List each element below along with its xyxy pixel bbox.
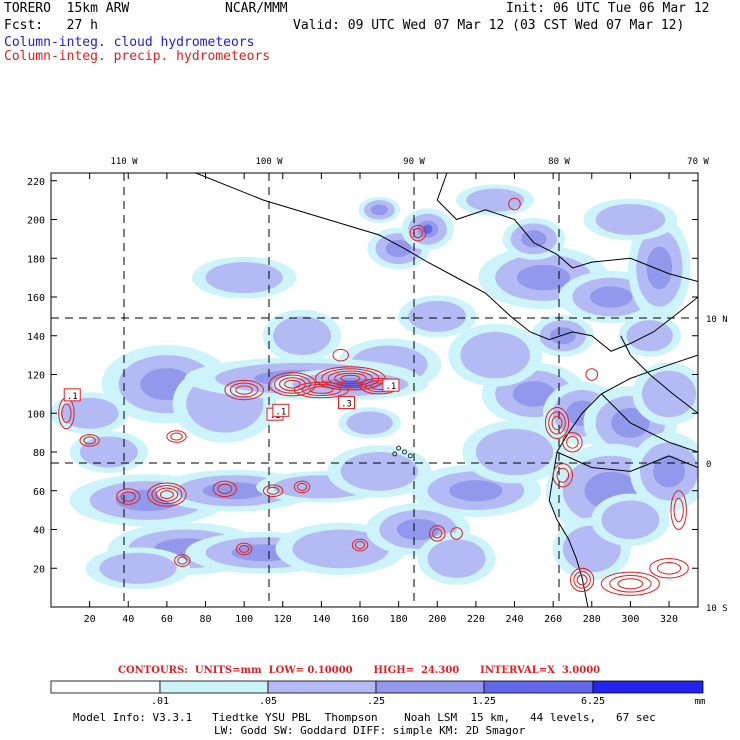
contour-label-box — [382, 378, 400, 392]
plot-frame — [50, 172, 699, 608]
colorbar-label: 6.25 — [581, 696, 605, 707]
colorbar-segment — [159, 680, 269, 694]
y-tick-label: 120 — [27, 371, 45, 382]
colorbar-segment — [267, 680, 377, 694]
contour-label: .1 — [275, 407, 286, 417]
x-tick-label: 260 — [544, 614, 562, 625]
x-tick-label: 240 — [505, 614, 523, 625]
latitude-label: 10 N — [706, 315, 728, 325]
field-precip-label: Column-integ. precip. hydrometeors — [4, 49, 271, 64]
contour-label: .1 — [67, 392, 78, 402]
colorbar-label: .01 — [151, 696, 169, 707]
y-tick-label: 160 — [27, 293, 45, 304]
contour-label-box — [337, 396, 355, 410]
contour-info: CONTOURS: UNITS=mm LOW= 0.10000 HIGH= 24… — [118, 665, 601, 676]
y-tick-label: 200 — [27, 216, 45, 227]
y-tick-label: 20 — [33, 564, 45, 575]
axes: 20 40 60 80 100 120 140 160 180 200 220 240 260 280 30… — [27, 157, 728, 625]
colorbar-segment — [483, 680, 594, 694]
y-tick-label: 60 — [33, 487, 45, 498]
x-tick-label: 20 — [84, 614, 96, 625]
x-tick-label: 140 — [312, 614, 330, 625]
model-title: TORERO 15km ARW — [4, 1, 130, 16]
x-tick-label: 200 — [428, 614, 446, 625]
x-tick-label: 280 — [583, 614, 601, 625]
x-tick-label: 60 — [161, 614, 173, 625]
latitude-label: 0 — [706, 460, 711, 470]
longitude-label: 70 W — [687, 157, 709, 167]
forecast-hour: Fcst: 27 h — [4, 18, 98, 33]
contour-label: .1 — [385, 382, 396, 392]
y-tick-label: 40 — [33, 526, 45, 537]
y-tick-label: 140 — [27, 332, 45, 343]
field-cloud-label: Column-integ. cloud hydrometeors — [4, 35, 255, 50]
x-tick-label: 220 — [467, 614, 485, 625]
x-tick-label: 100 — [235, 614, 253, 625]
contour-label: .3 — [341, 400, 352, 410]
cloud-shading — [51, 184, 698, 590]
y-tick-label: 180 — [27, 254, 45, 265]
contour-label-box — [63, 388, 81, 402]
longitude-label: 90 W — [403, 157, 425, 167]
model-info-line1: Model Info: V3.3.1 Tiedtke YSU PBL Thomp… — [73, 711, 656, 724]
x-tick-label: 180 — [390, 614, 408, 625]
precip-contours: .1.1.1.3.1 — [58, 197, 689, 596]
colorbar-label: 1.25 — [472, 696, 496, 707]
colorbar-segment — [375, 680, 485, 694]
x-tick-label: 160 — [351, 614, 369, 625]
colorbar: .01 .05 .25 1.25 6.25 mm — [50, 680, 706, 707]
x-tick-label: 40 — [122, 614, 134, 625]
model-info-line2: LW: Godd SW: Goddard DIFF: simple KM: 2D… — [214, 724, 526, 737]
colorbar-segment — [50, 680, 161, 694]
x-tick-label: 300 — [621, 614, 639, 625]
y-tick-label: 220 — [27, 177, 45, 188]
longitude-label: 80 W — [548, 157, 570, 167]
latitude-label: 10 S — [706, 604, 728, 614]
colorbar-segment — [592, 680, 704, 694]
init-time: Init: 06 UTC Tue 06 Mar 12 — [506, 1, 710, 16]
valid-time: Valid: 09 UTC Wed 07 Mar 12 (03 CST Wed … — [293, 18, 685, 33]
y-tick-label: 80 — [33, 448, 45, 459]
x-tick-label: 320 — [660, 614, 678, 625]
contour-label-box — [272, 403, 290, 417]
y-tick-label: 100 — [27, 409, 45, 420]
longitude-label: 110 W — [110, 157, 138, 167]
colorbar-label: .25 — [367, 696, 385, 707]
organization: NCAR/MMM — [225, 1, 288, 16]
longitude-label: 100 W — [255, 157, 283, 167]
x-tick-label: 80 — [199, 614, 211, 625]
coastlines — [195, 173, 698, 607]
x-tick-label: 120 — [274, 614, 292, 625]
colorbar-label: .05 — [259, 696, 277, 707]
colorbar-unit: mm — [695, 697, 706, 707]
lat-lon-grid — [51, 173, 698, 607]
